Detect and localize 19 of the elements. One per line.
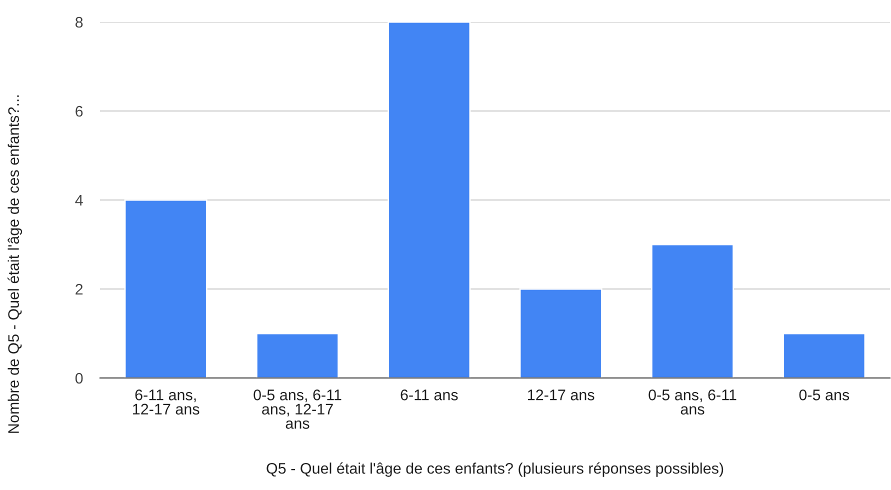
bar xyxy=(519,288,602,378)
bar xyxy=(388,22,471,378)
bar xyxy=(124,199,208,378)
x-axis-title: Q5 - Quel était l'âge de ces enfants? (plusieurs réponses possibles) xyxy=(266,462,724,477)
y-tick-label: 8 xyxy=(76,16,83,28)
bar xyxy=(650,244,734,378)
x-tick-label: 0-5 ans, 6-11 ans, 12-17 ans xyxy=(254,390,342,429)
y-tick-label: 0 xyxy=(75,372,83,384)
bar xyxy=(256,332,340,378)
x-tick-label: 0-5 ans, 6-11 ans xyxy=(648,390,736,415)
y-tick-label: 4 xyxy=(75,195,83,206)
bar xyxy=(782,332,866,378)
y-tick-label: 2 xyxy=(76,284,83,295)
x-tick-label: 12-17 ans xyxy=(528,390,594,400)
y-tick-label: 6 xyxy=(76,106,83,117)
x-tick-label: 6-11 ans, 12-17 ans xyxy=(133,390,200,415)
x-tick-label: 6-11 ans xyxy=(400,390,458,400)
y-axis-title: Nombre de Q5 - Quel était l'âge de ces enfants?... xyxy=(8,95,22,433)
x-tick-label: 0-5 ans xyxy=(799,390,850,400)
